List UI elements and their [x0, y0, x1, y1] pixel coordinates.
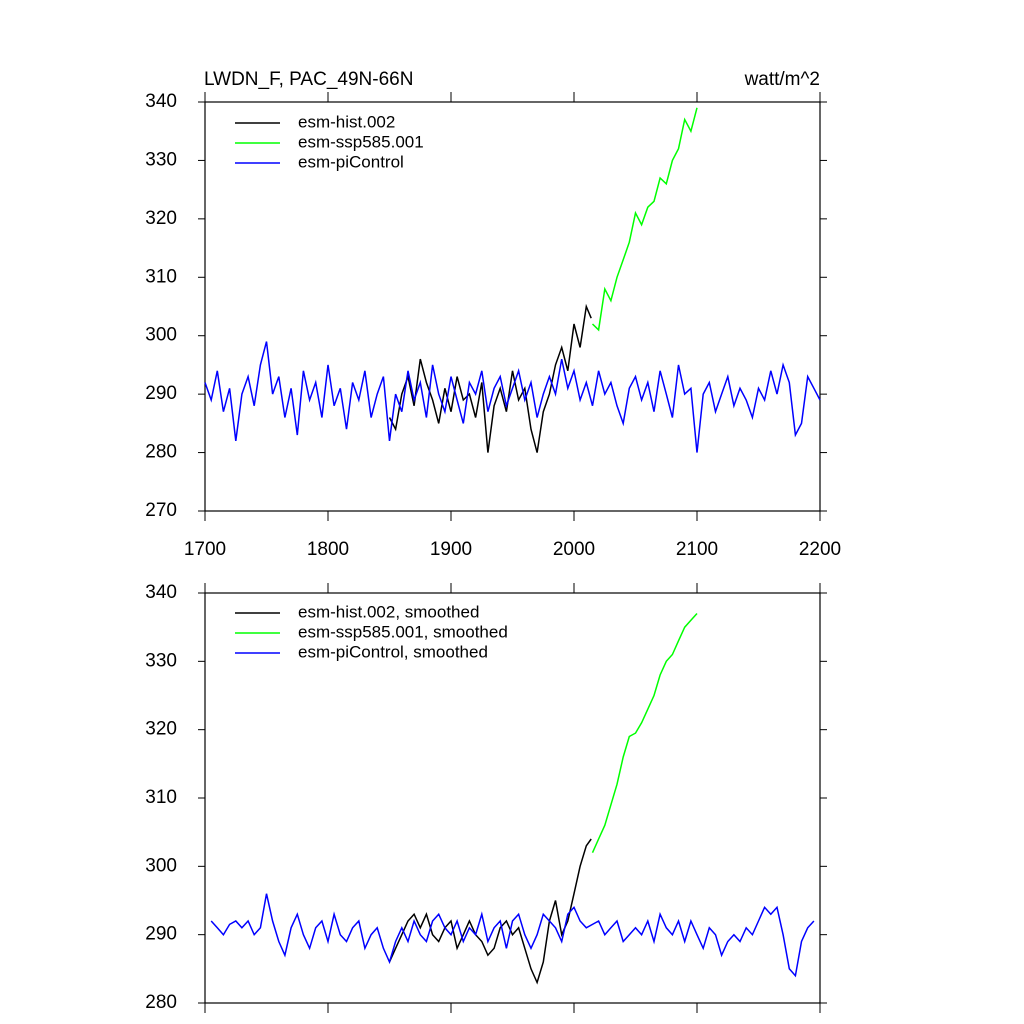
- y-tick-label: 310: [145, 266, 177, 287]
- legend-label: esm-piControl, smoothed: [298, 642, 488, 661]
- y-tick-label: 340: [145, 582, 177, 603]
- x-tick-label: 2000: [553, 539, 595, 560]
- y-tick-label: 340: [145, 91, 177, 112]
- x-tick-label: 1800: [307, 539, 349, 560]
- x-tick-label: 2200: [799, 539, 841, 560]
- series-line: [591, 612, 698, 854]
- x-tick-label: 1700: [184, 539, 226, 560]
- legend-label: esm-hist.002: [298, 112, 395, 131]
- y-tick-label: 280: [145, 992, 177, 1013]
- y-tick-label: 330: [145, 650, 177, 671]
- units-label: watt/m^2: [744, 69, 820, 90]
- y-tick-label: 270: [145, 500, 177, 521]
- x-tick-label: 1900: [430, 539, 472, 560]
- y-tick-label: 310: [145, 787, 177, 808]
- series-line: [204, 341, 821, 453]
- chart-title: LWDN_F, PAC_49N-66N: [204, 69, 413, 90]
- series-line: [210, 893, 815, 978]
- y-tick-label: 280: [145, 442, 177, 463]
- y-tick-label: 330: [145, 149, 177, 170]
- y-tick-label: 320: [145, 719, 177, 740]
- plot-frame: [204, 101, 821, 512]
- y-tick-label: 290: [145, 924, 177, 945]
- y-tick-label: 320: [145, 208, 177, 229]
- series-line: [388, 303, 592, 453]
- legend-label: esm-hist.002, smoothed: [298, 602, 479, 621]
- legend-label: esm-ssp585.001: [298, 132, 424, 151]
- y-tick-label: 300: [145, 325, 177, 346]
- legend-label: esm-ssp585.001, smoothed: [298, 622, 508, 641]
- x-tick-label: 2100: [676, 539, 718, 560]
- series-line: [591, 107, 698, 332]
- series-line: [388, 838, 592, 985]
- y-tick-label: 290: [145, 383, 177, 404]
- y-tick-label: 300: [145, 855, 177, 876]
- legend-label: esm-piControl: [298, 152, 404, 171]
